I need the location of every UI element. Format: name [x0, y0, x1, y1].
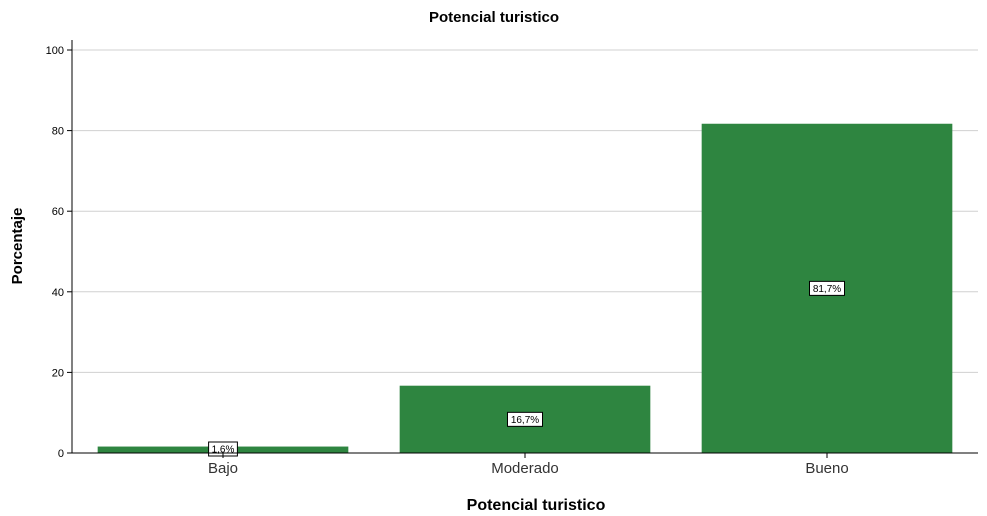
y-tick-label: 40	[52, 287, 64, 299]
y-tick-label: 20	[52, 367, 64, 379]
data-label-text: 1,6%	[212, 445, 235, 456]
chart-title: Potencial turistico	[429, 9, 559, 26]
data-label-bueno: 81,7%	[809, 280, 845, 296]
y-axis-label: Porcentaje	[9, 208, 26, 285]
data-label-text: 16,7%	[511, 415, 539, 426]
x-tick-label: Bajo	[208, 460, 238, 477]
y-tick-label: 0	[58, 448, 64, 460]
x-axis-label: Potencial turistico	[467, 497, 606, 514]
x-tick-label: Moderado	[491, 460, 559, 477]
data-label-box	[507, 411, 543, 427]
y-axis-ticks: 0 20 40 60 80 100	[46, 45, 72, 460]
y-tick-label: 100	[46, 45, 64, 57]
data-label-moderado: 16,7%	[507, 411, 543, 427]
y-tick-label: 60	[52, 206, 64, 218]
x-axis-ticks: Bajo Moderado Bueno	[208, 453, 849, 477]
y-tick-label: 80	[52, 126, 64, 138]
data-label-text: 81,7%	[813, 284, 841, 295]
x-tick-label: Bueno	[805, 460, 848, 477]
data-label-box	[809, 280, 845, 296]
data-labels: 1,6% 16,7% 81,7%	[208, 280, 845, 457]
